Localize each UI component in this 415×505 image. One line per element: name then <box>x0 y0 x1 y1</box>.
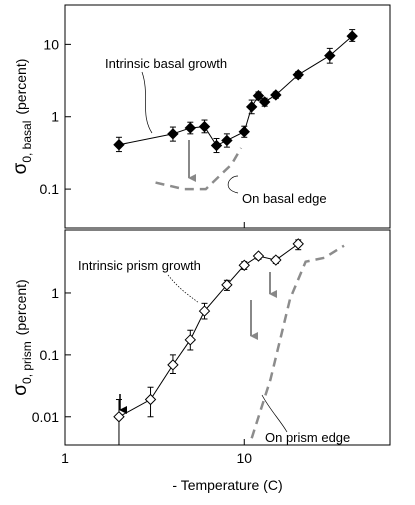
plot-frame <box>64 4 391 229</box>
y-axis-label: σ0, basal (percent) <box>10 59 34 175</box>
y-tick-label: 1 <box>51 109 59 125</box>
data-point <box>221 279 233 291</box>
leader <box>261 394 288 433</box>
y-axis-label: σ0, prism (percent) <box>10 279 34 395</box>
y-tick-label: 10 <box>43 36 59 52</box>
data-point <box>113 411 125 423</box>
data-point <box>184 122 197 134</box>
y-label-subscript: 0, prism <box>20 341 34 384</box>
data-point <box>184 334 197 346</box>
data-point <box>144 393 157 406</box>
leader <box>167 274 200 304</box>
annotation: On prism edge <box>265 430 350 445</box>
data-point <box>238 259 250 271</box>
data-point <box>324 49 336 62</box>
data-point <box>167 128 179 140</box>
x-tick-label: 10 <box>236 450 252 466</box>
data-point <box>292 238 304 250</box>
annotation-shapes <box>119 71 288 433</box>
x-tick-label: 1 <box>61 450 69 466</box>
y-label-unit: (percent) <box>13 59 29 115</box>
data-point <box>258 96 271 108</box>
leader <box>141 71 153 134</box>
data-point <box>238 126 250 138</box>
data-point <box>167 359 179 371</box>
data-point <box>346 30 358 42</box>
data-line <box>118 35 353 147</box>
annotation: On basal edge <box>242 191 327 206</box>
dashed-curve <box>250 244 345 439</box>
y-tick-label: 0.1 <box>40 347 60 363</box>
y-label-unit: (percent) <box>13 279 29 335</box>
y-tick-label: 0.1 <box>40 181 60 197</box>
dashed-curve <box>155 147 243 191</box>
y-label-symbol: σ <box>10 162 31 174</box>
data-point <box>270 254 282 266</box>
data-point <box>198 120 211 133</box>
annotation: Intrinsic prism growth <box>78 258 201 273</box>
data-point <box>252 250 265 262</box>
y-tick-label: 1 <box>51 285 59 301</box>
y-label-subscript: 0, basal <box>20 121 34 163</box>
y-label-symbol: σ <box>10 384 31 396</box>
plot-frame <box>64 229 391 446</box>
data-point <box>292 69 304 81</box>
y-tick-label: 0.01 <box>32 409 59 425</box>
data-point <box>245 101 258 113</box>
data-point <box>221 134 233 147</box>
data-line <box>118 243 299 418</box>
data-point <box>198 305 211 317</box>
data-point <box>252 90 265 102</box>
data-point <box>113 139 125 151</box>
leader <box>227 175 239 194</box>
data-point <box>210 139 223 152</box>
data-point <box>270 89 282 101</box>
annotation: Intrinsic basal growth <box>105 56 227 71</box>
x-axis-label: - Temperature (C) <box>172 477 282 493</box>
